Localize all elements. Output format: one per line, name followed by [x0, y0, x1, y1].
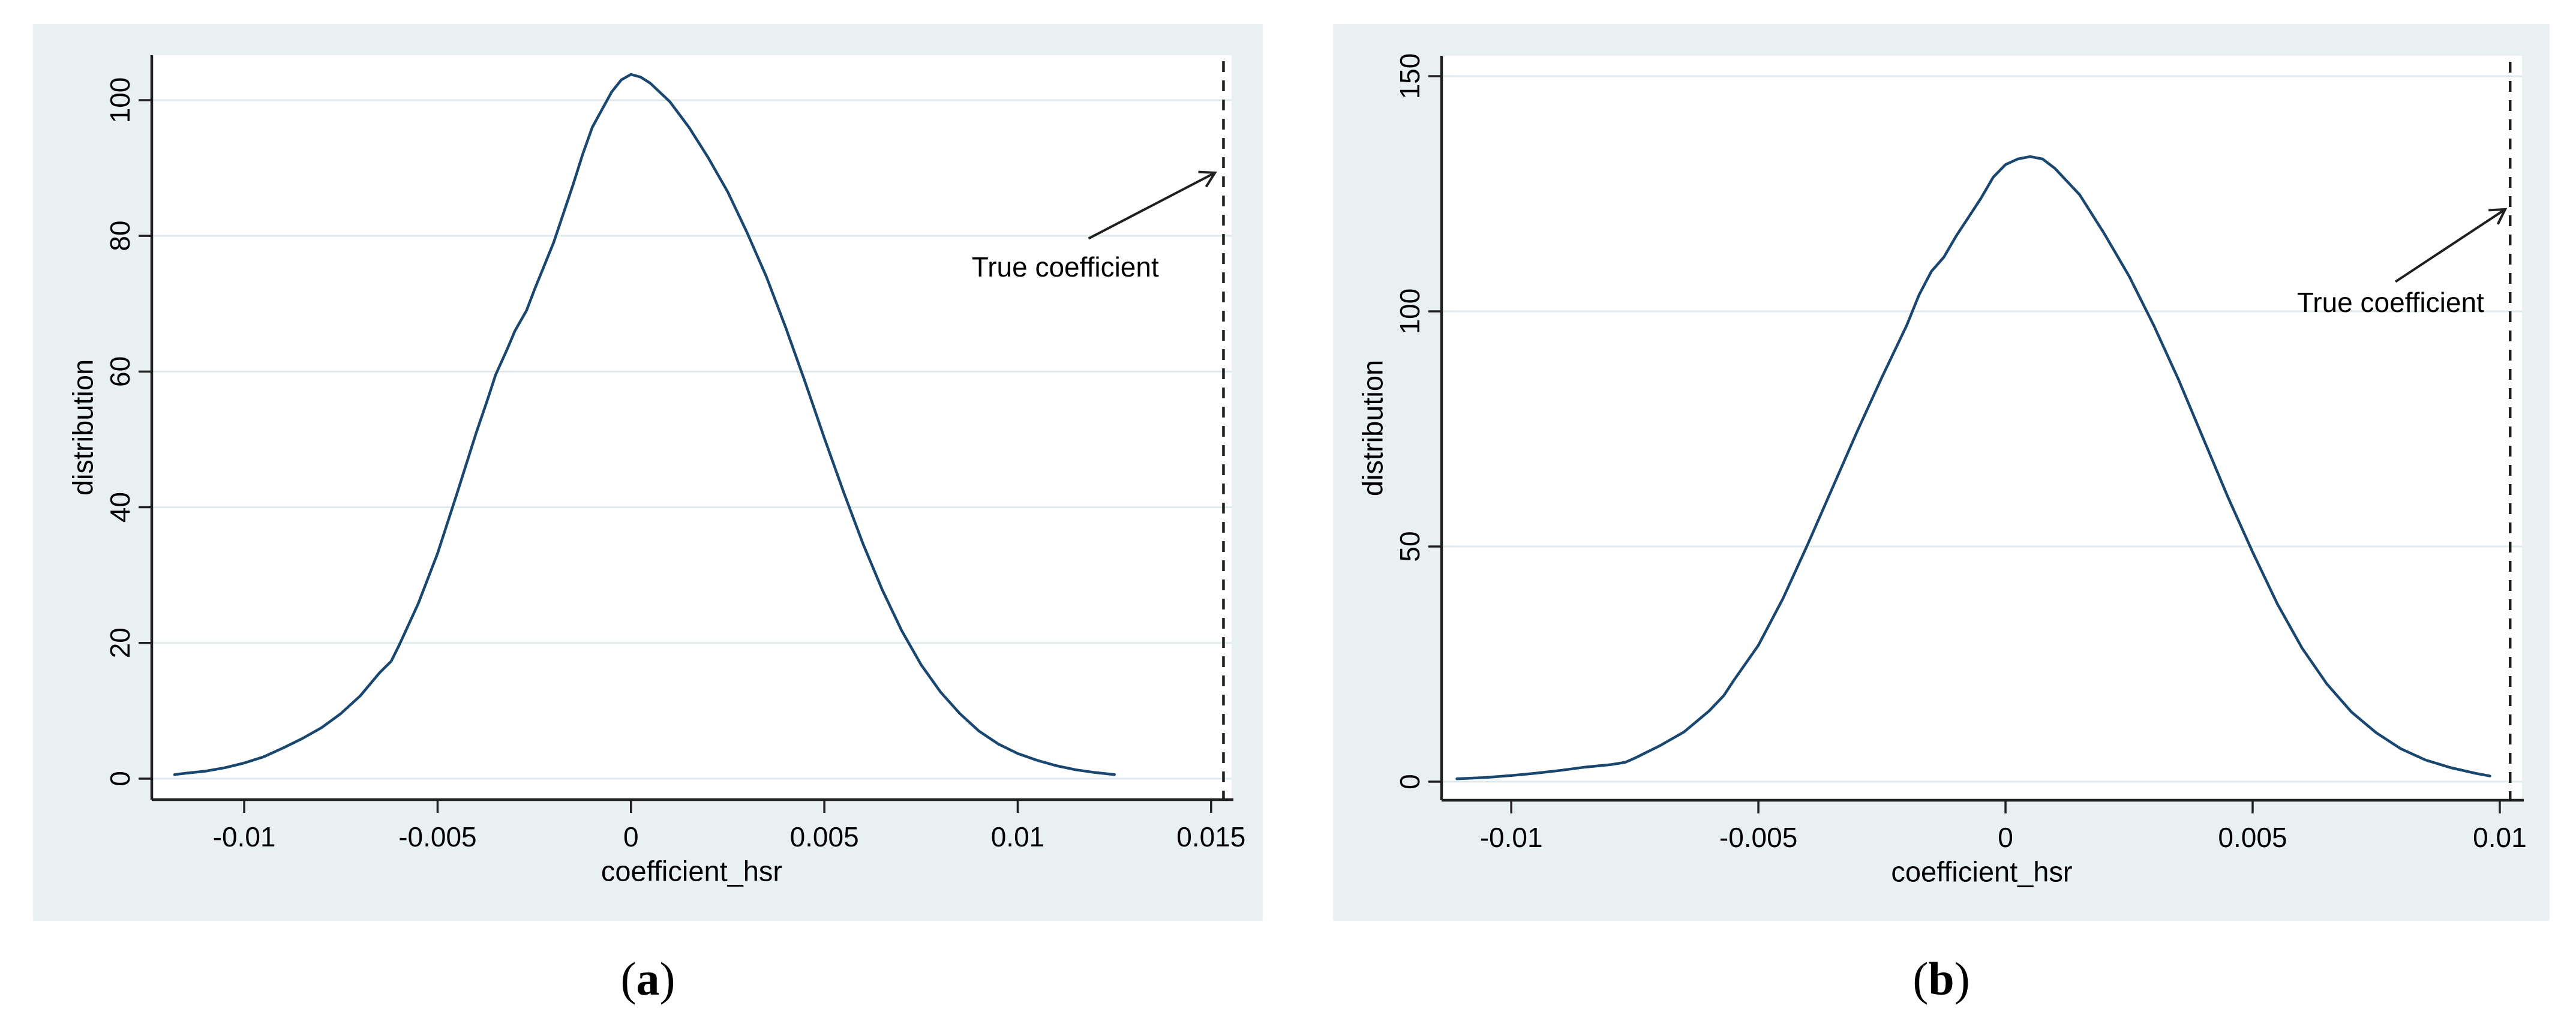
annotation-arrow [1088, 170, 1217, 240]
panel-a-chart: 0 20 40 60 80 100 -0.01 -0.005 0 0.005 0.01 0.015 di… [33, 24, 1263, 921]
y-tick-label: 50 [1394, 531, 1425, 561]
y-tick-label: 20 [104, 627, 136, 658]
y-axis-title: distribution [1357, 360, 1389, 496]
y-axis-title: distribution [67, 359, 99, 496]
x-tick-label: 0.01 [991, 821, 1045, 852]
x-tick-label: 0 [1998, 822, 2013, 853]
x-tick-label: 0.005 [2218, 822, 2287, 853]
y-tick-label: 100 [104, 77, 136, 124]
x-tick-label: 0.005 [790, 821, 859, 852]
y-tick-label: 80 [104, 221, 136, 251]
x-tick-label: -0.005 [398, 821, 476, 852]
x-tick-label: 0 [623, 821, 639, 852]
annotation-arrow [2394, 208, 2508, 283]
x-tick-label: -0.01 [213, 821, 276, 852]
x-tick-label: 0.01 [2473, 822, 2527, 853]
caption-a-close: ) [659, 953, 675, 1005]
x-tick-label: 0.015 [1176, 821, 1245, 852]
y-tick-label: 0 [1394, 774, 1425, 789]
caption-b-open: ( [1913, 953, 1929, 1005]
y-tick-label: 40 [104, 492, 136, 522]
caption-a-open: ( [620, 953, 637, 1005]
density-curve [1455, 155, 2491, 780]
y-tick-label: 0 [104, 771, 136, 786]
x-tick-label: -0.005 [1719, 822, 1797, 853]
y-tick-label: 150 [1394, 53, 1425, 100]
x-axis-title: coefficient_hsr [601, 855, 782, 887]
plot-area [152, 55, 1232, 800]
y-tick-label: 60 [104, 356, 136, 387]
caption-a-letter: a [636, 953, 660, 1005]
caption-b-letter: b [1928, 953, 1954, 1005]
x-axis-title: coefficient_hsr [1891, 856, 2072, 888]
density-curve [173, 73, 1116, 776]
panel-b-chart: 0 50 100 150 -0.01 -0.005 0 0.005 0.01 distributi… [1333, 24, 2550, 921]
x-tick-label: -0.01 [1480, 822, 1543, 853]
plot-area [1442, 56, 2522, 800]
panel-a-caption: (a) [621, 952, 675, 1006]
true-coefficient-label: True coefficient [972, 251, 1159, 283]
panel-b-caption: (b) [1913, 952, 1969, 1006]
true-coefficient-label: True coefficient [2297, 287, 2484, 318]
y-tick-label: 100 [1394, 289, 1425, 335]
caption-b-close: ) [1954, 953, 1970, 1005]
